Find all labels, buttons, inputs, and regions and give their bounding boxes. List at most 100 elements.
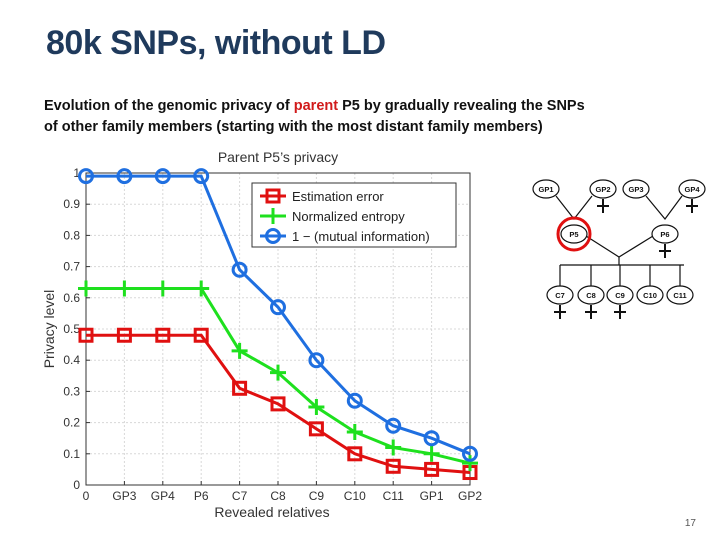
legend-marker — [265, 228, 281, 244]
x-tick-label: P6 — [194, 489, 209, 503]
subtitle-highlight: parent — [293, 98, 339, 114]
data-point — [385, 417, 402, 434]
grandparent-node — [532, 179, 560, 199]
data-point — [308, 352, 325, 369]
data-point — [423, 430, 440, 447]
x-tick-label: C9 — [309, 489, 325, 503]
female-sign-icon — [585, 305, 597, 319]
data-point — [193, 168, 210, 185]
data-point — [462, 455, 478, 472]
data-point — [308, 399, 325, 415]
target-highlight-ring — [556, 216, 592, 252]
data-point — [155, 327, 171, 343]
x-tick-label: C7 — [232, 489, 248, 503]
data-point — [270, 396, 286, 412]
data-point — [231, 261, 248, 278]
page-number: 17 — [684, 518, 696, 529]
y-tick-label: 0 — [73, 478, 80, 492]
x-tick-label: GP2 — [458, 489, 482, 503]
data-point — [78, 280, 94, 297]
x-tick-label: C8 — [270, 489, 286, 503]
data-point — [308, 421, 324, 437]
child-label: C8 — [586, 291, 596, 300]
grandparent-label: GP1 — [538, 185, 553, 194]
child-node — [636, 285, 664, 305]
data-point — [385, 458, 401, 474]
x-axis-label: Revealed relatives — [214, 504, 329, 520]
data-point — [193, 327, 209, 343]
child-label: C9 — [615, 291, 625, 300]
y-tick-label: 0.6 — [63, 291, 80, 305]
child-node — [606, 285, 634, 305]
data-point — [116, 168, 133, 185]
legend-marker — [265, 188, 281, 204]
data-point — [346, 392, 363, 409]
parent-node — [560, 224, 588, 244]
data-point — [78, 327, 94, 343]
data-point — [346, 423, 363, 440]
series-square — [78, 327, 478, 481]
data-point — [462, 445, 478, 462]
data-point — [270, 299, 286, 316]
grandparent-node — [622, 179, 650, 199]
female-sign-icon — [686, 199, 698, 213]
parent-label: P5 — [569, 230, 578, 239]
y-tick-label: 0.1 — [63, 447, 80, 461]
y-tick-label: 0.2 — [63, 416, 80, 430]
x-tick-label: 0 — [83, 489, 90, 503]
slide-title: 80k SNPs, without LD — [46, 24, 386, 62]
chart-legend: Estimation error Normalized entropy 1 − (m… — [251, 182, 457, 248]
child-label: C10 — [643, 291, 657, 300]
x-tick-label: GP3 — [112, 489, 136, 503]
tree-link — [555, 195, 593, 220]
data-point — [193, 280, 210, 297]
subtitle-line2: of other family members (starting with t… — [44, 119, 543, 135]
y-tick-label: 0.3 — [63, 384, 80, 398]
child-label: C7 — [555, 291, 565, 300]
data-point — [231, 342, 248, 359]
female-sign-icon — [614, 305, 626, 319]
female-sign-icon — [597, 199, 609, 213]
data-point — [78, 168, 94, 185]
female-sign-icon — [554, 305, 566, 319]
x-tick-label: GP1 — [420, 489, 444, 503]
data-point — [154, 168, 171, 185]
grandparent-label: GP2 — [595, 185, 610, 194]
child-node — [577, 285, 605, 305]
y-tick-label: 0.9 — [63, 197, 80, 211]
data-point — [154, 280, 171, 297]
grandparent-label: GP4 — [684, 185, 700, 194]
family-tree: GP1 GP2 GP3 GP4 P5 P6 C7 C8 C9 C10 C11 — [532, 179, 706, 319]
x-tick-label: C11 — [383, 489, 404, 503]
legend-label: Estimation error — [292, 189, 384, 204]
data-point — [232, 380, 248, 396]
y-tick-label: 0.8 — [63, 228, 80, 242]
grandparent-node — [589, 179, 617, 199]
y-tick-label: 0.4 — [63, 353, 80, 367]
chart-title: Parent P5’s privacy — [218, 149, 338, 165]
tree-link — [645, 195, 683, 220]
x-tick-label: GP4 — [151, 489, 175, 503]
data-point — [423, 445, 440, 462]
data-point — [424, 461, 440, 477]
data-point — [385, 439, 402, 456]
data-point — [270, 364, 286, 381]
child-node — [666, 285, 694, 305]
tree-link — [585, 235, 654, 258]
subtitle: Evolution of the genomic privacy of pare… — [44, 96, 684, 138]
series-circle — [78, 168, 478, 462]
data-point — [116, 327, 132, 343]
grandparent-node — [678, 179, 706, 199]
parent-node — [651, 224, 679, 244]
legend-label: 1 − (mutual information) — [292, 229, 430, 244]
series-line — [86, 174, 471, 456]
series-plus — [78, 280, 478, 472]
subtitle-line1-rest: P5 by gradually revealing the SNPs — [338, 98, 585, 114]
y-axis-label: Privacy level — [41, 290, 57, 369]
data-point — [347, 446, 363, 462]
grandparent-label: GP3 — [628, 185, 643, 194]
y-tick-label: 0.5 — [63, 322, 80, 336]
x-tick-label: C10 — [344, 489, 366, 503]
